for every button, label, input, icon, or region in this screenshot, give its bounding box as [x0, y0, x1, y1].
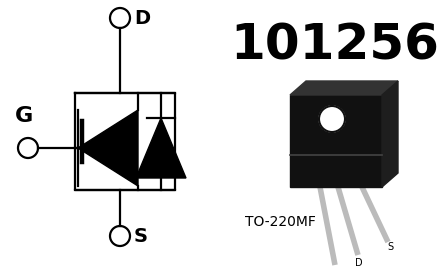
Polygon shape [382, 81, 398, 187]
Text: TO-220MF: TO-220MF [245, 215, 316, 229]
Text: G: G [15, 106, 33, 126]
Circle shape [319, 106, 345, 132]
Text: S: S [134, 227, 148, 246]
Polygon shape [290, 81, 398, 95]
Text: 101256: 101256 [231, 22, 440, 70]
Text: D: D [355, 258, 363, 266]
Text: S: S [387, 242, 393, 252]
Text: D: D [134, 9, 150, 27]
Polygon shape [136, 118, 186, 178]
Polygon shape [78, 110, 138, 186]
Polygon shape [290, 95, 382, 187]
